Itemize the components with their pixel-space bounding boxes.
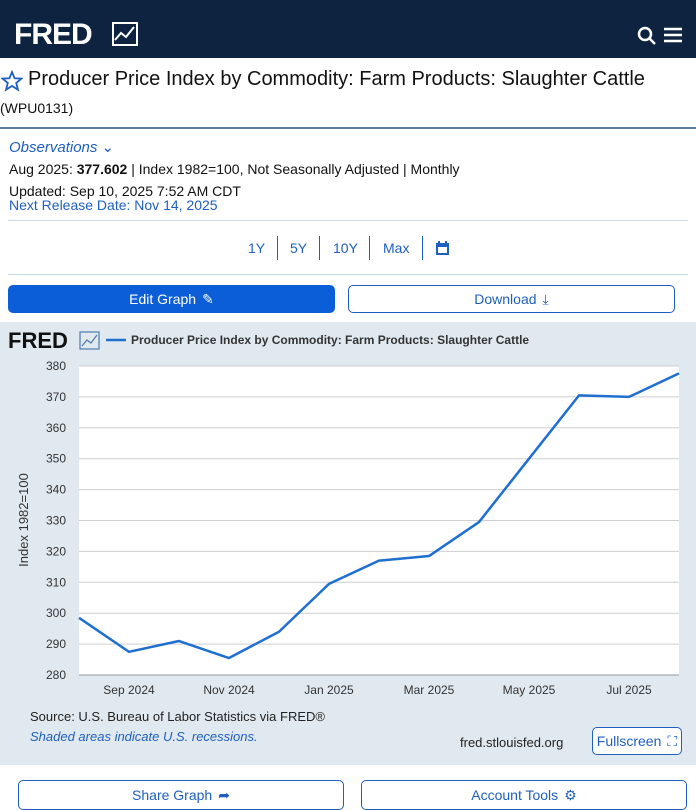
header: FRED: [0, 0, 696, 58]
observations-label[interactable]: Observations: [9, 139, 98, 156]
range-button[interactable]: Max: [383, 240, 410, 256]
series-id: (WPU0131): [0, 100, 74, 116]
y-tick-label: 290: [46, 637, 66, 651]
y-axis-title: Index 1982=100: [16, 473, 31, 567]
x-tick-label: Mar 2025: [404, 683, 455, 697]
range-separator: [422, 236, 423, 260]
account-icon: ⚙: [564, 786, 577, 803]
y-tick-label: 360: [46, 421, 66, 435]
range-button[interactable]: 10Y: [333, 240, 358, 256]
calendar-icon[interactable]: [436, 241, 449, 255]
updated: Updated: Sep 10, 2025 7:52 AM CDT: [9, 183, 241, 199]
y-tick-label: 350: [46, 452, 66, 466]
obs-date: Aug 2025:: [9, 161, 73, 177]
x-tick-label: Sep 2024: [103, 683, 155, 697]
range-separator: [277, 236, 278, 260]
chart-logo: FRED: [8, 328, 68, 353]
menu-icon[interactable]: [664, 27, 682, 43]
latest-observation: Aug 2025: 377.602 | Index 1982=100, Not …: [9, 161, 460, 177]
legend-label: Producer Price Index by Commodity: Farm …: [131, 333, 529, 347]
fullscreen-icon: ⛶: [667, 732, 678, 749]
series-line: [78, 372, 680, 660]
x-tick-label: Jul 2025: [606, 683, 652, 697]
share-icon: ➦: [218, 786, 230, 803]
fullscreen-button[interactable]: Fullscreen ⛶: [592, 727, 682, 755]
x-tick-label: Nov 2024: [203, 683, 255, 697]
logo-icon: [79, 331, 100, 350]
y-tick-label: 300: [46, 606, 66, 620]
star-icon[interactable]: [1, 70, 23, 92]
y-tick-label: 330: [46, 514, 66, 528]
y-tick-label: 370: [46, 390, 66, 404]
logo-icon: [112, 22, 138, 46]
range-button[interactable]: 5Y: [290, 240, 308, 256]
next-release[interactable]: Next Release Date: Nov 14, 2025: [9, 197, 218, 213]
button-label: Fullscreen: [596, 733, 662, 749]
logo[interactable]: FRED: [14, 18, 93, 51]
button-label: Account Tools: [471, 787, 559, 803]
x-tick-label: Jan 2025: [304, 683, 354, 697]
logo-icon: [81, 334, 98, 347]
y-tick-label: 310: [46, 575, 66, 589]
button-label: Share Graph: [132, 787, 213, 803]
divider: [8, 274, 688, 275]
range-separator: [319, 236, 320, 260]
edit-icon: ✎: [202, 290, 214, 307]
site-link: fred.stlouisfed.org: [460, 735, 563, 750]
observations-toggle[interactable]: Observations ⌄: [9, 139, 115, 156]
source: Source: U.S. Bureau of Labor Statistics …: [30, 709, 325, 724]
divider: [0, 127, 696, 129]
y-tick-label: 280: [46, 668, 66, 682]
x-tick-label: May 2025: [503, 683, 556, 697]
y-tick-label: 340: [46, 483, 66, 497]
recession-note: Shaded areas indicate U.S. recessions.: [30, 729, 258, 744]
range-separator: [369, 236, 370, 260]
button-label: Download: [474, 291, 537, 307]
edit-graph-button[interactable]: Edit Graph ✎: [8, 285, 335, 313]
share-graph-button[interactable]: Share Graph ➦: [18, 780, 344, 810]
download-icon: ⤓: [542, 290, 549, 307]
chart: FRED Producer Price Index by Commodity: F…: [8, 328, 680, 750]
obs-value: 377.602: [76, 161, 128, 177]
range-button[interactable]: 1Y: [248, 240, 266, 256]
download-button[interactable]: Download ⤓: [348, 285, 675, 313]
account-tools-button[interactable]: Account Tools ⚙: [361, 780, 687, 810]
y-tick-label: 380: [46, 359, 66, 373]
search-icon[interactable]: [637, 26, 657, 46]
series-title: Producer Price Index by Commodity: Farm …: [28, 68, 645, 90]
divider: [8, 220, 688, 221]
y-tick-label: 320: [46, 544, 66, 558]
button-label: Edit Graph: [129, 291, 197, 307]
obs-details: | Index 1982=100, Not Seasonally Adjuste…: [131, 161, 460, 177]
